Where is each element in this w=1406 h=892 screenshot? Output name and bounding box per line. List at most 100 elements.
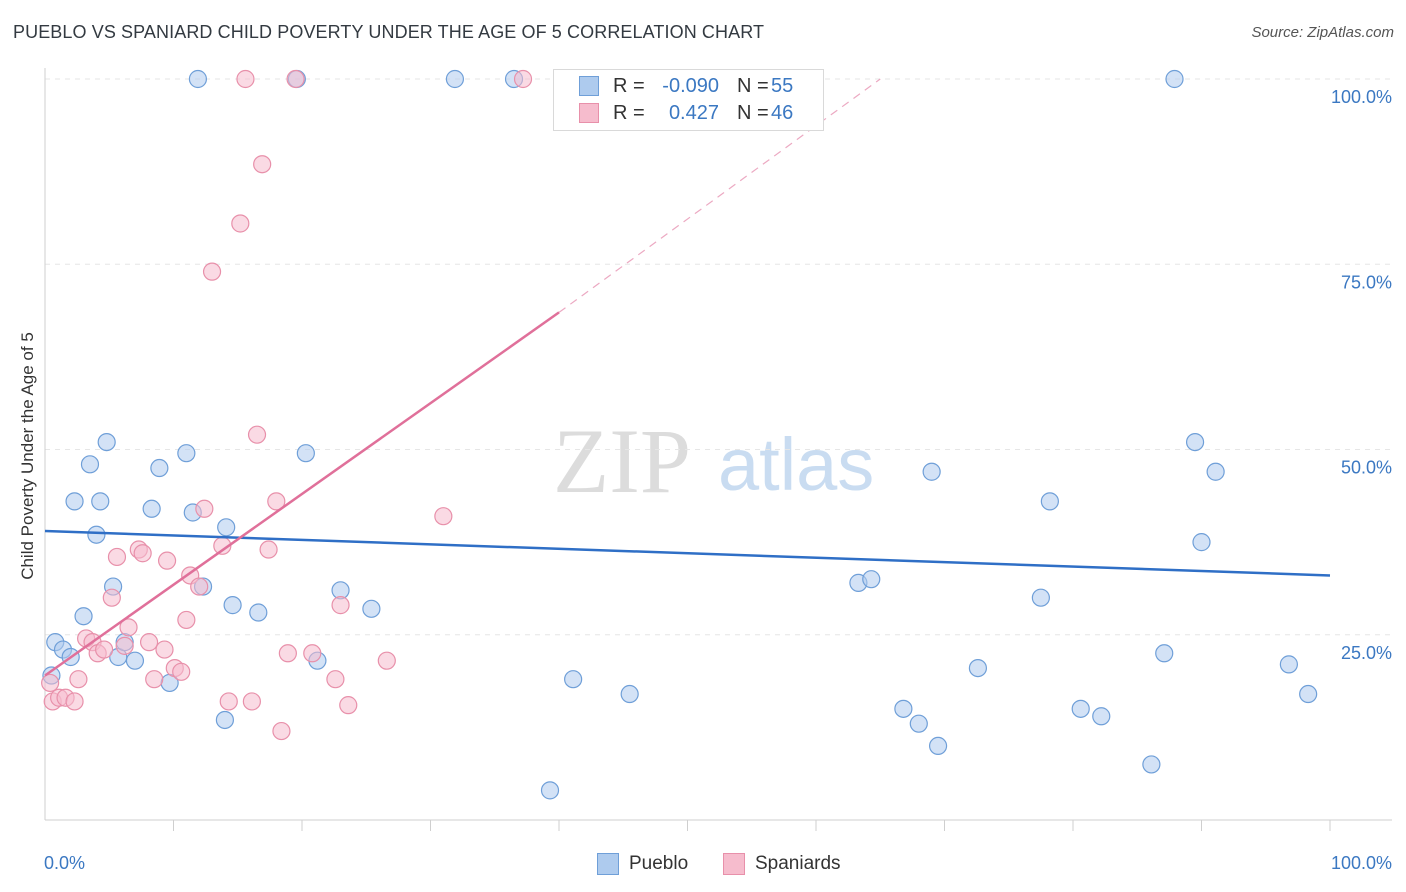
pueblo-point [862,570,881,589]
pueblo-point [909,714,928,733]
spaniards-point [242,692,261,711]
spaniards-point [155,640,174,659]
spaniards-point [41,673,60,693]
pueblo-point [217,518,236,537]
spaniards-swatch [723,853,745,875]
spaniards-point [259,540,278,559]
bottom-legend-spaniards: Spaniards [723,852,841,876]
correlation-legend: R = -0.090 N = 55 R = 0.427 N = 46 [553,69,824,131]
y-tick-label: 25.0% [1341,643,1392,663]
pueblo-point [223,596,242,615]
spaniards-point [172,662,191,681]
legend-row-spaniards: R = 0.427 N = 46 [579,101,793,125]
spaniards-point [95,640,114,659]
spaniards-point [195,499,214,518]
pueblo-point [177,444,196,463]
spaniards-point [177,610,196,630]
pueblo-point [1299,684,1318,704]
watermark: ZIP atlas [553,410,874,512]
legend-row-pueblo: R = -0.090 N = 55 [579,74,793,98]
spaniards-point [219,692,238,711]
spaniards-point [253,155,272,174]
axes [44,68,1392,831]
pueblo-point [1031,588,1050,607]
spaniards-swatch [579,103,599,123]
pueblo-point [296,444,315,463]
spaniards-point [139,633,159,652]
pueblo-point [1142,755,1161,774]
spaniards-point [102,588,121,607]
spaniards-point [247,425,267,444]
legend-r-label: R = [613,101,645,124]
legend-n-value: 46 [771,101,794,124]
watermark-atlas: atlas [718,423,874,506]
spaniards-point [202,262,222,281]
chart-title: PUEBLO VS SPANIARD CHILD POVERTY UNDER T… [13,22,765,42]
spaniards-point [326,670,345,689]
pueblo-point [87,525,106,544]
x-tick-label: 100.0% [1331,853,1392,873]
spaniards-point [303,644,322,663]
pueblo-point [928,736,948,756]
pueblo-point [215,710,234,730]
pueblo-point [1092,707,1111,726]
pueblo-point [1165,69,1184,89]
pueblo-point [564,670,583,689]
spaniards-point [69,670,88,689]
spaniards-point [107,547,127,567]
spaniards-point [267,492,286,511]
pueblo-point [894,699,913,718]
tick-labels: 25.0% 50.0% 75.0% 100.0% 0.0% 100.0% [44,87,1392,873]
legend-r-value: 0.427 [668,101,719,124]
spaniards-trend-line [44,311,560,677]
x-tick-label: 0.0% [44,853,85,873]
spaniards-point [190,577,209,596]
pueblo-point [142,499,161,518]
watermark-zip: ZIP [553,410,691,512]
pueblo-label: Pueblo [629,853,689,874]
legend-n-label: N = [737,101,769,124]
spaniards-point [339,696,358,715]
y-tick-label: 100.0% [1331,87,1392,107]
pueblo-trend-line [44,529,1331,577]
legend-r-value: -0.090 [662,74,719,97]
pueblo-point [74,607,93,626]
spaniards-point [377,651,396,670]
pueblo-point [150,458,169,478]
spaniards-point [145,670,164,689]
spaniards-trend-extension [558,78,881,313]
pueblo-point [188,69,208,89]
spaniards-point [115,636,134,655]
pueblo-point [1155,644,1174,663]
legend-r-label: R = [613,74,645,97]
pueblo-swatch [579,76,599,96]
trend-lines [44,78,1331,677]
spaniards-point [331,596,350,615]
pueblo-point [91,492,110,511]
pueblo-swatch [597,853,619,875]
pueblo-point [80,455,100,474]
spaniards-point [278,644,297,663]
pueblo-point [65,492,84,511]
bottom-legend-pueblo: Pueblo [597,852,688,876]
pueblo-point [249,603,268,622]
pueblo-point [1071,699,1090,718]
spaniards-point [119,618,138,637]
spaniards-point [157,551,177,570]
pueblo-point [445,69,465,89]
y-tick-label: 75.0% [1341,272,1392,292]
pueblo-point [1040,492,1059,511]
pueblo-point [125,651,145,670]
data-points [41,69,1318,800]
pueblo-point [97,432,116,452]
pueblo-point [922,462,941,481]
spaniards-point [236,69,255,89]
pueblo-point [968,658,988,678]
grid [45,78,1392,636]
legend-n-value: 55 [771,74,794,97]
source-label: Source: ZipAtlas.com [1251,24,1394,41]
pueblo-point [1206,462,1225,481]
pueblo-point [1192,533,1211,552]
y-tick-label: 50.0% [1341,458,1392,478]
